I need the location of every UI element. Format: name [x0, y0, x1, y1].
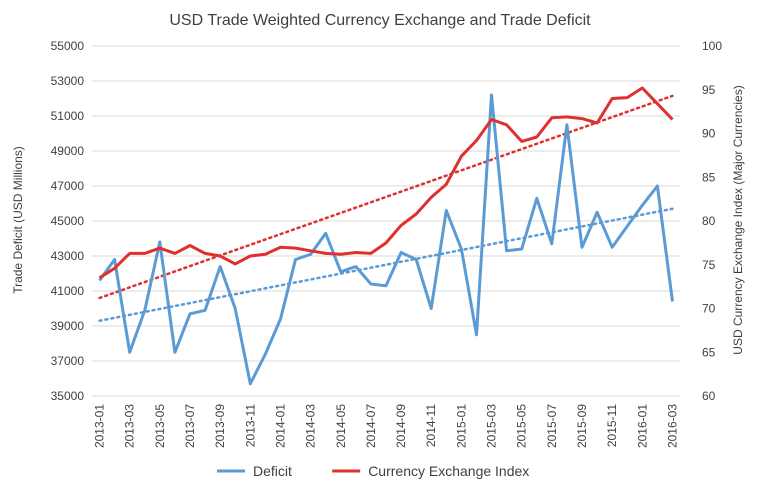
x-tick-label: 2013-03	[123, 404, 137, 448]
left-tick-label: 39000	[51, 319, 85, 333]
right-tick-label: 95	[702, 83, 716, 97]
x-tick-label: 2015-07	[545, 404, 559, 448]
right-tick-label: 65	[702, 345, 716, 359]
left-tick-label: 37000	[51, 354, 85, 368]
x-tick-label: 2014-01	[273, 404, 287, 448]
left-tick-label: 43000	[51, 249, 85, 263]
left-tick-label: 41000	[51, 284, 85, 298]
x-tick-label: 2016-03	[665, 404, 679, 448]
x-tick-label: 2014-11	[424, 404, 438, 447]
series-lines	[98, 86, 674, 386]
legend: Deficit Currency Exchange Index	[217, 463, 529, 479]
gridlines	[92, 45, 680, 397]
right-axis-title: USD Currency Exchange Index (Major Curre…	[731, 85, 745, 354]
right-tick-label: 100	[702, 39, 722, 53]
x-tick-label: 2015-01	[454, 404, 468, 448]
left-tick-label: 45000	[51, 214, 85, 228]
legend-label-deficit: Deficit	[253, 463, 292, 479]
x-tick-label: 2015-09	[575, 404, 589, 448]
left-tick-label: 53000	[51, 74, 85, 88]
x-tick-label: 2014-05	[334, 404, 348, 448]
right-tick-label: 85	[702, 170, 716, 184]
x-tick-label: 2013-05	[153, 404, 167, 448]
x-tick-label: 2016-01	[635, 404, 649, 448]
x-tick-label: 2015-05	[515, 404, 529, 448]
x-tick-label: 2014-07	[364, 404, 378, 448]
trendlines	[98, 94, 674, 322]
x-axis-ticks: 2013-01 2013-03 2013-05 2013-07 2013-09 2013-…	[93, 404, 680, 448]
left-axis-title: Trade Deficit (USD Millions)	[11, 146, 25, 294]
left-tick-label: 47000	[51, 179, 85, 193]
x-tick-label: 2014-03	[304, 404, 318, 448]
right-tick-label: 80	[702, 214, 716, 228]
left-tick-label: 51000	[51, 109, 85, 123]
x-tick-label: 2014-09	[394, 404, 408, 448]
left-axis-ticks: 35000 37000 39000 41000 43000 45000 47000 49000…	[51, 39, 85, 403]
legend-label-currency-exchange-index: Currency Exchange Index	[368, 463, 529, 479]
chart-title: USD Trade Weighted Currency Exchange and…	[169, 12, 591, 29]
left-tick-label: 49000	[51, 144, 85, 158]
x-tick-label: 2015-03	[485, 404, 499, 448]
series-line-currency-exchange-index	[98, 86, 674, 280]
right-tick-label: 75	[702, 258, 716, 272]
right-tick-label: 70	[702, 302, 716, 316]
left-tick-label: 35000	[51, 389, 85, 403]
x-tick-label: 2013-07	[183, 404, 197, 448]
trendline-deficit	[98, 207, 674, 322]
right-tick-label: 90	[702, 127, 716, 141]
x-tick-label: 2015-11	[605, 404, 619, 447]
trendline-currency-exchange-index	[98, 94, 674, 300]
x-tick-label: 2013-01	[93, 404, 107, 448]
left-tick-label: 55000	[51, 39, 85, 53]
right-axis-ticks: 60 65 70 75 80 85 90 95 100	[702, 39, 722, 403]
series-line-deficit	[98, 93, 674, 386]
x-tick-label: 2013-09	[213, 404, 227, 448]
x-tick-label: 2013-11	[243, 404, 257, 447]
right-tick-label: 60	[702, 389, 716, 403]
